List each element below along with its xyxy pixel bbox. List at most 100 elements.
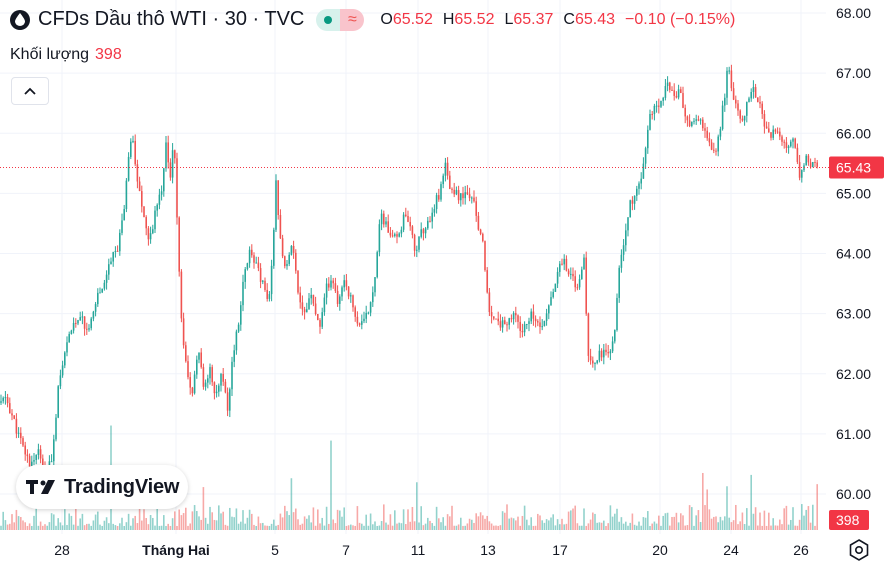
volume-bar	[345, 525, 348, 530]
candle-body	[812, 162, 814, 168]
volume-bar	[607, 523, 609, 530]
candle-body	[779, 131, 781, 137]
settings-icon	[849, 539, 869, 561]
candle-body	[143, 206, 145, 218]
volume-bar	[376, 525, 378, 530]
candle-body	[28, 456, 31, 467]
volume-bar	[314, 525, 317, 530]
volume-bar	[145, 518, 147, 530]
volume-bar	[167, 523, 169, 530]
candle-body	[424, 228, 427, 234]
volume-bar	[433, 525, 436, 530]
open-value: 65.52	[392, 10, 433, 28]
volume-bar	[59, 522, 62, 530]
volume-bar	[396, 523, 398, 530]
volume-bar	[15, 509, 18, 530]
candle-body	[215, 391, 218, 394]
candle-body	[649, 114, 651, 130]
volume-bar	[435, 506, 438, 530]
candle-body	[286, 263, 288, 267]
volume-bar	[176, 525, 178, 530]
x-tick-label: 7	[342, 542, 350, 558]
tradingview-logo[interactable]: TradingView	[16, 465, 188, 509]
volume-bar	[418, 522, 420, 530]
candle-body	[207, 378, 209, 383]
last-volume-label: 398	[836, 512, 860, 528]
candle-body	[389, 232, 392, 236]
volume-bar	[242, 510, 244, 530]
candle-body	[642, 163, 645, 179]
candle-body	[163, 168, 165, 192]
candle-body	[31, 461, 33, 467]
candle-body	[372, 292, 374, 303]
volume-bar	[710, 518, 713, 530]
candle-body	[493, 316, 495, 319]
volume-bar	[717, 522, 719, 530]
candle-body	[765, 126, 768, 129]
market-status-badge[interactable]: ≈	[316, 8, 365, 31]
volume-bar	[88, 523, 90, 530]
symbol-title[interactable]: CFDs Dầu thô WTI · 30 · TVC	[38, 8, 305, 30]
candle-body	[497, 318, 499, 322]
volume-bar	[721, 520, 724, 530]
candle-body	[636, 188, 638, 196]
volume-bar	[398, 522, 400, 530]
volume-bar	[497, 525, 499, 530]
candle-body	[752, 87, 755, 92]
volume-bar	[235, 508, 238, 530]
volume-bar	[477, 516, 480, 530]
volume-bar	[299, 524, 301, 530]
volume-bar	[385, 522, 387, 530]
volume-bar	[240, 521, 242, 530]
volume-bar	[812, 504, 814, 530]
time-axis[interactable]: 28 Tháng Hai 5 7 11 13 17 20 24 26	[54, 542, 809, 558]
candle-body	[589, 355, 592, 361]
collapse-legend-button[interactable]	[11, 77, 49, 105]
volume-bar	[699, 521, 702, 530]
volume-bar	[757, 525, 759, 530]
candle-body	[600, 350, 603, 358]
candle-body	[57, 386, 59, 418]
candle-body	[732, 88, 735, 100]
volume-bar	[405, 524, 407, 530]
candle-body	[330, 280, 332, 288]
candle-body	[413, 234, 416, 251]
candle-body	[594, 362, 596, 364]
volume-bar	[464, 525, 466, 530]
volume-bar	[130, 525, 132, 530]
last-price-tag	[829, 156, 884, 179]
volume-bar	[611, 516, 614, 530]
candle-body	[255, 262, 257, 264]
candle-body	[220, 373, 222, 386]
candle-body	[774, 129, 777, 132]
candle-body	[200, 352, 202, 368]
candle-body	[125, 180, 128, 209]
candle-body	[356, 316, 359, 324]
candle-body	[605, 349, 607, 353]
volume-bar	[427, 517, 429, 530]
candle-body	[187, 361, 189, 378]
x-tick-label: 11	[411, 542, 426, 558]
candle-body	[158, 194, 161, 205]
close-value: 65.43	[574, 10, 616, 28]
price-axis[interactable]: 68.00 67.00 66.00 65.00 64.00 63.00 62.00 61.00…	[836, 5, 871, 502]
candle-body	[108, 264, 110, 275]
candle-body	[473, 197, 475, 202]
volume-bar	[616, 508, 618, 530]
settings-button[interactable]	[848, 539, 870, 561]
chart-grid	[0, 0, 826, 534]
candle-body	[237, 324, 240, 332]
volume-bar	[138, 505, 141, 530]
candle-body	[149, 233, 152, 240]
volume-bar	[207, 523, 209, 530]
volume-bar	[220, 513, 222, 530]
volume-bar	[422, 525, 425, 530]
candle-body	[792, 138, 794, 142]
candle-body	[581, 269, 583, 280]
volume-bar	[633, 524, 636, 530]
volume-bar	[347, 525, 350, 530]
candle-body	[334, 283, 337, 291]
volume-bar	[783, 508, 785, 530]
volume-bar	[420, 506, 422, 530]
